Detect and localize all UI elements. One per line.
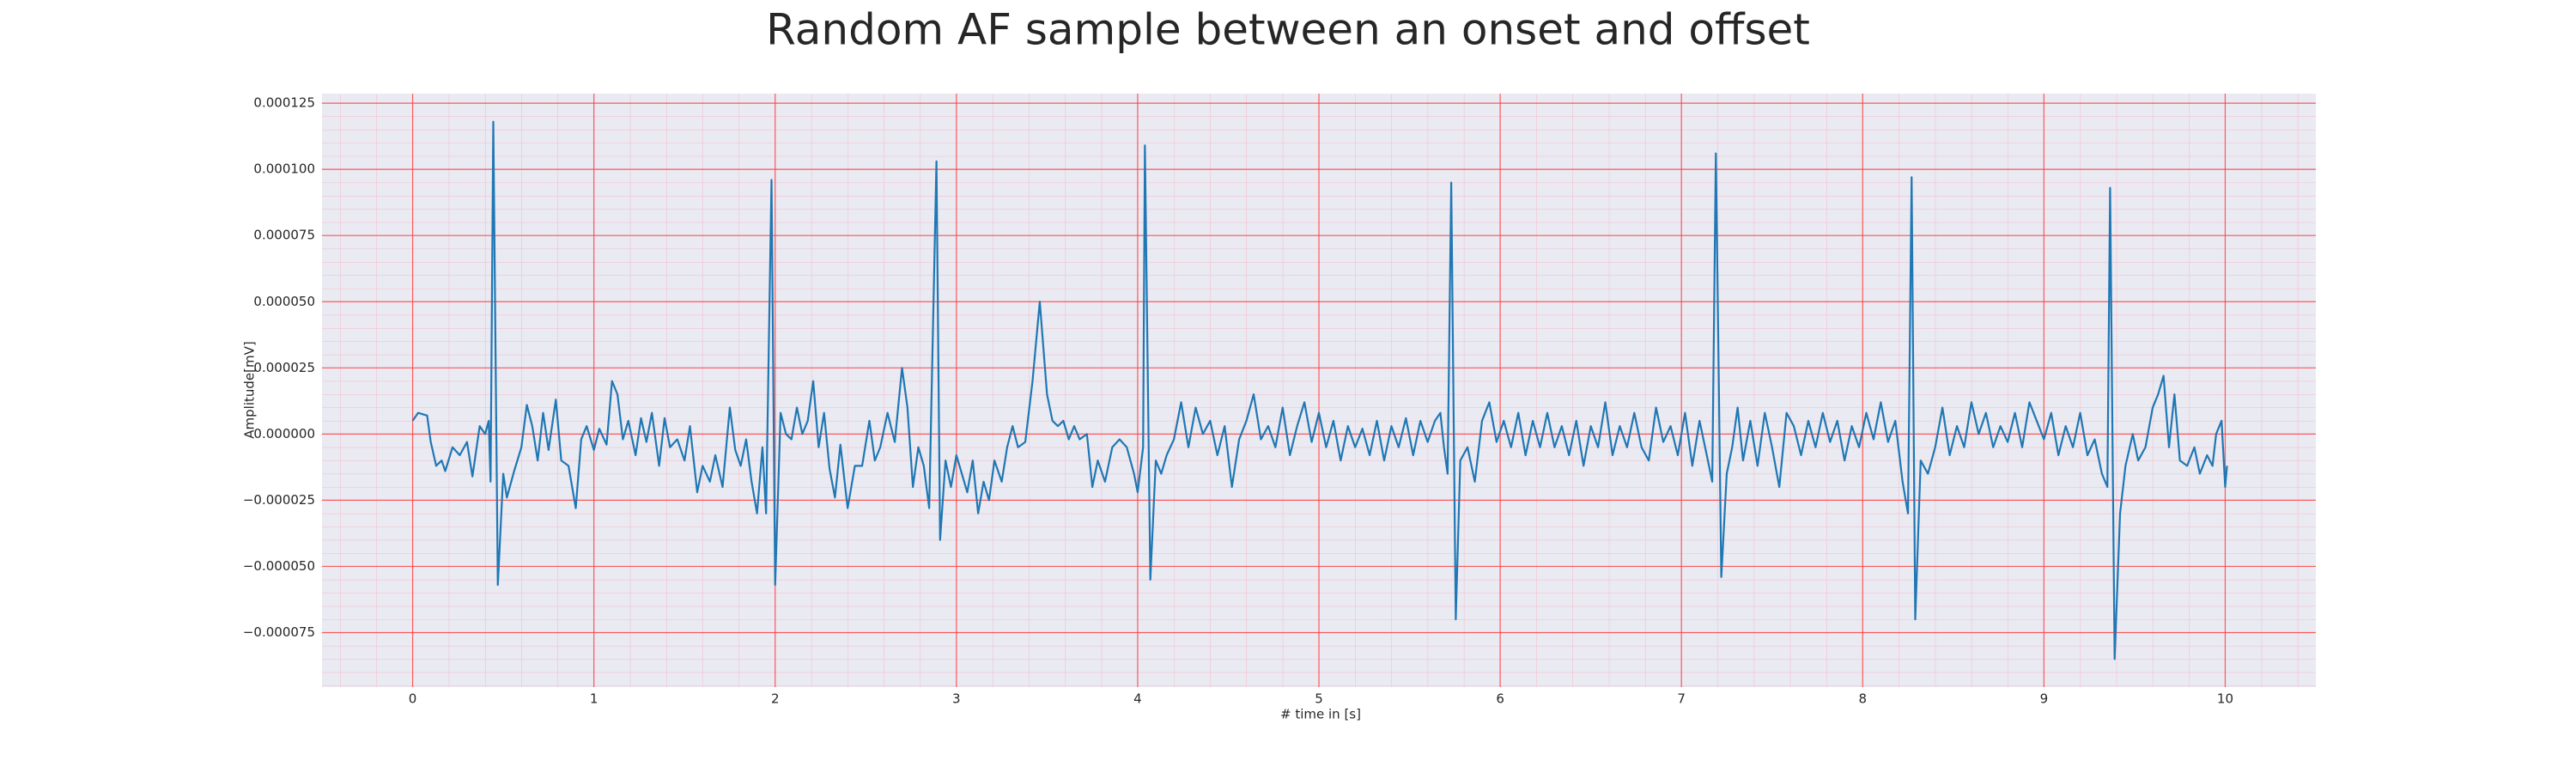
- x-tick-label: 3: [952, 691, 961, 707]
- x-tick-label: 6: [1496, 691, 1504, 707]
- y-tick-label: 0.000025: [253, 360, 315, 375]
- y-axis-label: Amplitude[mV]: [242, 341, 258, 438]
- y-tick-label: −0.000050: [243, 558, 315, 574]
- x-axis-label: # time in [s]: [1280, 707, 1361, 722]
- y-tick-label: −0.000025: [243, 492, 315, 508]
- y-tick-label: 0.000100: [253, 161, 315, 177]
- y-tick-label: 0.000075: [253, 228, 315, 243]
- y-tick-label: 0.000050: [253, 294, 315, 309]
- y-tick-label: 0.000000: [253, 426, 315, 441]
- x-tick-label: 8: [1858, 691, 1867, 707]
- x-tick-label: 2: [771, 691, 780, 707]
- y-tick-label: −0.000075: [243, 624, 315, 640]
- x-tick-label: 9: [2040, 691, 2049, 707]
- x-tick-label: 10: [2217, 691, 2233, 707]
- signal-line: [411, 120, 2228, 660]
- x-tick-label: 5: [1315, 691, 1323, 707]
- x-tick-label: 1: [590, 691, 598, 707]
- y-tick-label: 0.000125: [253, 95, 315, 111]
- x-tick-label: 0: [409, 691, 417, 707]
- x-tick-label: 4: [1133, 691, 1142, 707]
- chart-title: Random AF sample between an onset and of…: [766, 5, 1810, 55]
- x-tick-label: 7: [1677, 691, 1686, 707]
